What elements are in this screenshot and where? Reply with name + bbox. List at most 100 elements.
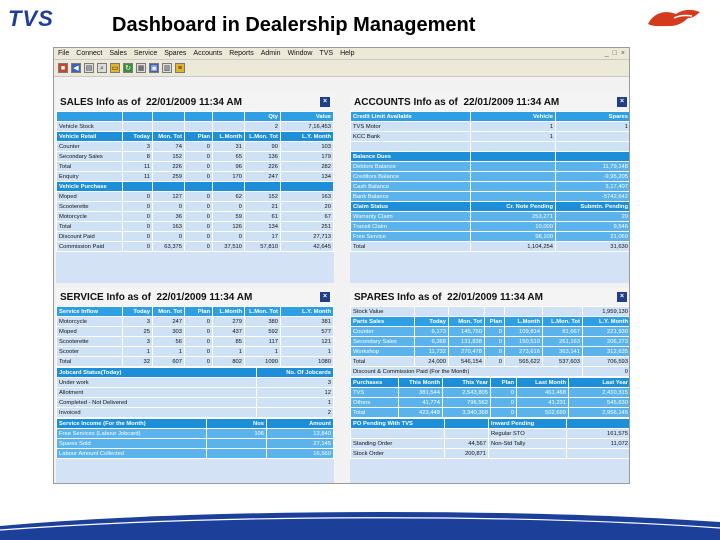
table-row: Purchases This Month This Year Plan Last Mon…	[350, 377, 629, 388]
table-row: Total 24,000 546,154 0 565,622 537,603 706,593	[350, 356, 629, 367]
menu-sales[interactable]: Sales	[109, 50, 127, 57]
table-row: KCC Bank 1	[350, 131, 629, 142]
parts-sales-table: Stock Value 1,959,130 Parts Sales Today Mon…	[350, 306, 629, 377]
table-row: Warranty Claim 253,271 20	[350, 211, 629, 222]
refresh-icon[interactable]: ↻	[123, 63, 133, 73]
sales-header: SALES Info as of 22/01/2009 11:34 AM ×	[56, 93, 334, 111]
table-row: Scooterette 3 56 0 85 117 121	[56, 336, 334, 347]
close-icon[interactable]: ×	[620, 50, 625, 57]
jobcard-status-table: Jobcard Status(Today) No. Of Jobcards Und…	[56, 367, 334, 418]
table-row: Free Service 98,100 21,060	[350, 231, 629, 242]
table-row: Scooter 1 1 0 1 1 1	[56, 346, 334, 357]
window-controls: _ □ ×	[605, 50, 629, 57]
service-panel: SERVICE Info as of 22/01/2009 11:34 AM ×…	[56, 288, 334, 483]
table-row: Counter 6,173 145,750 0 109,814 81,667 221,930	[350, 326, 629, 337]
table-row: Service Inflow Today Mon. Tot Plan L.Month L.…	[56, 306, 334, 317]
table-row: Stock Value 1,959,130	[350, 306, 629, 317]
table-row: Workshop 11,732 270,478 0 273,616 363,141 312,…	[350, 346, 629, 357]
table-row: Standing Order 44,567 Non-Std Tally 11,072	[350, 438, 629, 449]
spares-close-icon[interactable]: ×	[617, 292, 627, 302]
service-header: SERVICE Info as of 22/01/2009 11:34 AM ×	[56, 288, 334, 306]
table-row: Completed - Not Delivered 1	[56, 397, 334, 408]
report-icon[interactable]: ≡	[175, 63, 185, 73]
table-row: Total 1,104,254 31,630	[350, 241, 629, 252]
table-row: Service Income (For the Month) Nos Amount	[56, 418, 334, 429]
menu-spares[interactable]: Spares	[164, 50, 187, 57]
table-row: Allotment 12	[56, 387, 334, 398]
table-row: Motorcycle 3 247 0 279 380 381	[56, 316, 334, 327]
grid-icon[interactable]: ▦	[136, 63, 146, 73]
calendar-icon[interactable]: ▥	[162, 63, 172, 73]
accounts-close-icon[interactable]: ×	[617, 97, 627, 107]
table-row: Stock Order 200,871	[350, 448, 629, 459]
table-row: Counter 3 74 0 31 90 103	[56, 141, 334, 152]
print-icon[interactable]: ▤	[84, 63, 94, 73]
table-row: TVS 381,544 2,543,805 0 461,468 2,410,315	[350, 387, 629, 398]
spares-header: SPARES Info as of 22/01/2009 11:34 AM ×	[350, 288, 629, 306]
table-row: Bank Balance -5742,642	[350, 191, 629, 202]
search-icon[interactable]: ⌕	[97, 63, 107, 73]
table-row: Vehicle Purchase	[56, 181, 334, 192]
sales-title: SALES Info as of	[60, 96, 141, 108]
service-title: SERVICE Info as of	[60, 291, 151, 303]
accounts-header: ACCOUNTS Info as of 22/01/2009 11:34 AM …	[350, 93, 629, 111]
table-row: Discount Paid 0 0 0 0 17 27,713	[56, 231, 334, 242]
table-row: Motorcycle 0 36 0 59 61 67	[56, 211, 334, 222]
table-row: Under work 3	[56, 377, 334, 388]
menu-tvs[interactable]: TVS	[319, 50, 334, 57]
menu-connect[interactable]: Connect	[76, 50, 103, 57]
service-close-icon[interactable]: ×	[320, 292, 330, 302]
table-row: Total 423,448 3,340,368 0 502,699 2,956,145	[350, 407, 629, 418]
menu-help[interactable]: Help	[340, 50, 355, 57]
table-row: Others 41,774 796,562 0 41,231 545,630	[350, 397, 629, 408]
purchases-table: Purchases This Month This Year Plan Last Mon…	[350, 377, 629, 418]
restore-icon[interactable]: □	[612, 50, 617, 57]
table-row: Creditors Balance -9,95,205	[350, 171, 629, 182]
stop-icon[interactable]: ■	[58, 63, 68, 73]
menu-file[interactable]: File	[58, 50, 70, 57]
spares-title: SPARES Info as of	[354, 291, 442, 303]
table-row: Moped 25 303 0 437 592 577	[56, 326, 334, 337]
accounts-timestamp: 22/01/2009 11:34 AM	[463, 96, 560, 108]
table-row: Total 32 607 0 802 1090 1080	[56, 356, 334, 367]
table-row: Discount & Commission Paid (For the Mont…	[350, 366, 629, 377]
pending-table: PO Pending With TVS Inward Pending Regula…	[350, 418, 629, 459]
table-row: Debtors Balance 11,79,148	[350, 161, 629, 172]
sales-table: Qty Value Vehicle Stock 2 7,16,453 Vehicle …	[56, 111, 334, 252]
table-row: Free Services (Labour Jobcard) 106 13,840	[56, 428, 334, 439]
menu-accounts[interactable]: Accounts	[193, 50, 223, 57]
table-row: Parts Sales Today Mon. Tot Plan L.Month L.Mon…	[350, 316, 629, 327]
menu-service[interactable]: Service	[133, 50, 158, 57]
folder-icon[interactable]: ▭	[110, 63, 120, 73]
table-row: Credit Limit Available Vehicle Spares	[350, 111, 629, 122]
table-row: Total 0 163 0 126 134 251	[56, 221, 334, 232]
spares-timestamp: 22/01/2009 11:34 AM	[447, 291, 543, 303]
sales-panel: SALES Info as of 22/01/2009 11:34 AM × Q…	[56, 93, 334, 283]
minimize-icon[interactable]: _	[604, 50, 609, 57]
table-row: Cash Balance 3,17,407	[350, 181, 629, 192]
footer-swoosh	[0, 511, 720, 540]
table-row: Balance Dues	[350, 151, 629, 162]
table-row: Secondary Sales 6,368 131,838 0 150,510 261,1…	[350, 336, 629, 347]
accounts-table: Credit Limit Available Vehicle Spares TVS …	[350, 111, 629, 252]
accounts-title: ACCOUNTS Info as of	[354, 96, 458, 108]
table-row: Labour Amount Collected 16,560	[56, 448, 334, 459]
menu-window[interactable]: Window	[287, 50, 313, 57]
table-row	[350, 141, 629, 152]
spares-panel: SPARES Info as of 22/01/2009 11:34 AM × …	[350, 288, 629, 483]
table-row: Enquiry 11 259 0 170 247 134	[56, 171, 334, 182]
table-row: TVS Motor 1 1	[350, 121, 629, 132]
service-inflow-table: Service Inflow Today Mon. Tot Plan L.Month L.…	[56, 306, 334, 367]
menu-admin[interactable]: Admin	[260, 50, 281, 57]
sales-timestamp: 22/01/2009 11:34 AM	[146, 96, 242, 108]
menu-reports[interactable]: Reports	[229, 50, 254, 57]
service-timestamp: 22/01/2009 11:34 AM	[156, 291, 253, 303]
save-icon[interactable]: ▣	[149, 63, 159, 73]
table-row: Vehicle Retail Today Mon. Tot Plan L.Month L.…	[56, 131, 334, 142]
back-icon[interactable]: ◀	[71, 63, 81, 73]
sales-close-icon[interactable]: ×	[320, 97, 330, 107]
table-row: Transit Claim 10,000 9,546	[350, 221, 629, 232]
tvs-logo: TVS	[8, 6, 54, 31]
table-row: Scooterette 0 0 0 0 21 20	[56, 201, 334, 212]
